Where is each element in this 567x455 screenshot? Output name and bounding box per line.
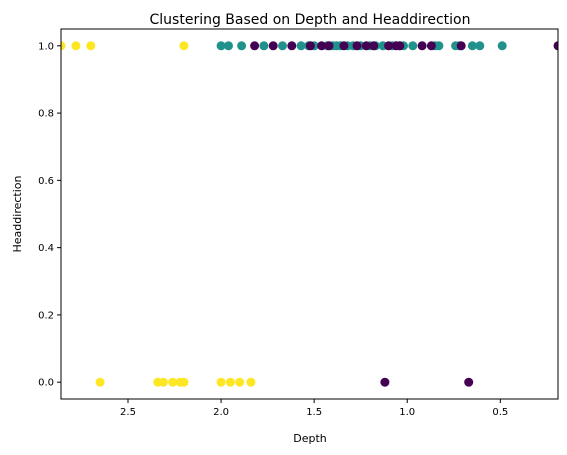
data-point: [287, 41, 297, 51]
data-point: [464, 377, 474, 387]
y-tick-label: 0.0: [38, 378, 54, 389]
data-point: [434, 41, 444, 51]
data-point: [158, 377, 168, 387]
data-point: [553, 41, 558, 51]
chart-title: Clustering Based on Depth and Headdirect…: [150, 12, 471, 28]
y-tick-label: 0.6: [38, 176, 54, 187]
data-points: [61, 41, 558, 387]
data-point: [216, 41, 226, 51]
y-tick-label: 0.4: [38, 243, 54, 254]
x-tick-label: 0.5: [492, 407, 508, 418]
data-point: [395, 41, 405, 51]
data-point: [352, 41, 362, 51]
data-point: [324, 41, 334, 51]
data-point: [467, 41, 477, 51]
y-axis-label: Headdirection: [11, 175, 24, 252]
x-axis-label: Depth: [293, 432, 327, 445]
data-point: [408, 41, 418, 51]
x-axis-ticks: 2.5 2.0 1.5 1.0 0.5: [120, 399, 508, 418]
y-tick-label: 0.8: [38, 109, 54, 120]
data-point: [305, 41, 315, 51]
data-point: [268, 41, 278, 51]
data-point: [417, 41, 427, 51]
data-point: [179, 377, 189, 387]
data-point: [317, 41, 327, 51]
data-point: [339, 41, 349, 51]
x-tick-label: 2.5: [120, 407, 136, 418]
data-point: [235, 377, 245, 387]
data-point: [95, 377, 105, 387]
x-tick-label: 2.0: [213, 407, 229, 418]
y-tick-label: 0.2: [38, 310, 54, 321]
data-point: [179, 41, 189, 51]
data-point: [456, 41, 466, 51]
data-point: [237, 41, 247, 51]
data-point: [168, 377, 178, 387]
data-point: [61, 41, 66, 51]
data-point: [71, 41, 81, 51]
data-point: [86, 41, 96, 51]
plot-frame: [60, 28, 559, 400]
data-point: [224, 41, 233, 51]
data-point: [361, 41, 371, 51]
data-point: [296, 41, 306, 51]
y-axis-ticks: 0.0 0.2 0.4 0.6 0.8 1.0: [38, 41, 61, 389]
data-point: [259, 41, 269, 51]
data-point: [246, 377, 256, 387]
data-point: [497, 41, 507, 51]
data-point: [369, 41, 379, 51]
data-point: [250, 41, 260, 51]
x-tick-label: 1.5: [306, 407, 322, 418]
data-point: [426, 41, 436, 51]
data-point: [278, 41, 287, 51]
x-tick-label: 1.0: [399, 407, 415, 418]
y-tick-label: 1.0: [38, 41, 54, 52]
data-point: [475, 41, 485, 51]
data-point: [216, 377, 226, 387]
data-point: [384, 41, 394, 51]
data-point: [225, 377, 235, 387]
data-point: [380, 377, 390, 387]
